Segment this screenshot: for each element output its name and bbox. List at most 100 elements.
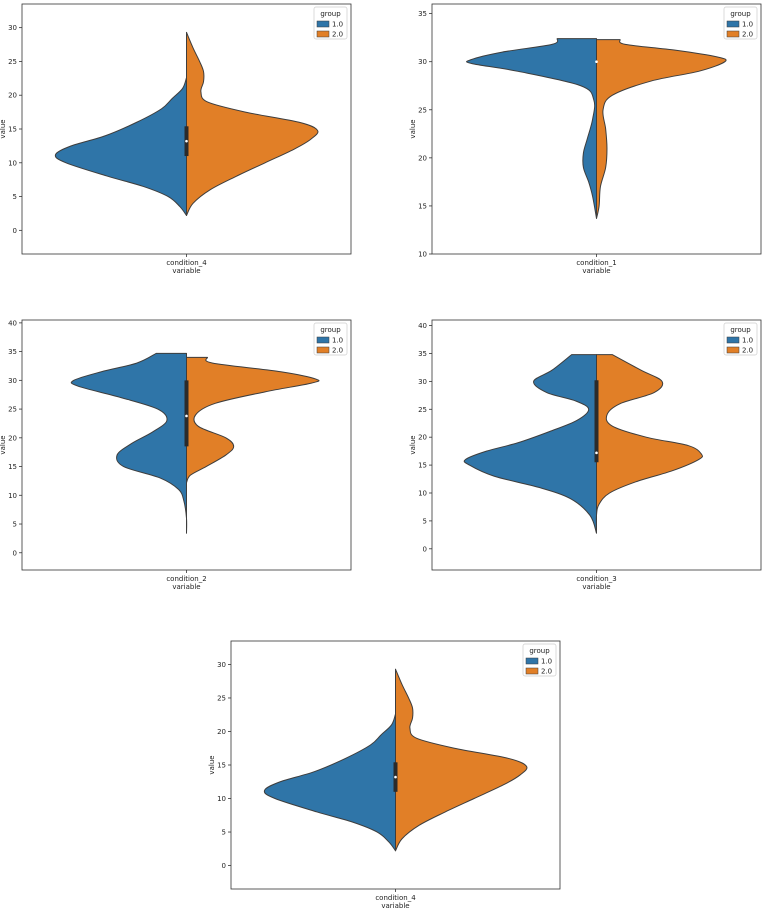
x-category-label: condition_4: [375, 894, 416, 902]
y-tick-label: 0: [13, 549, 17, 557]
violin-half-group-1.0: [70, 352, 188, 534]
y-tick-label: 15: [418, 462, 427, 470]
y-tick-label: 20: [8, 434, 17, 442]
y-tick-label: 30: [217, 661, 226, 669]
legend-title: group: [730, 326, 751, 334]
y-tick-label: 30: [8, 377, 17, 385]
median-marker: [394, 775, 397, 779]
y-tick-label: 15: [8, 463, 17, 471]
y-tick-label: 10: [418, 489, 427, 497]
x-axis-title: variable: [582, 267, 610, 275]
y-tick-label: 25: [418, 406, 427, 414]
y-tick-label: 0: [13, 227, 17, 235]
x-category-label: condition_4: [166, 259, 207, 267]
x-category-label: condition_3: [576, 575, 616, 583]
x-axis-title: variable: [381, 902, 409, 910]
y-tick-label: 0: [222, 862, 226, 870]
legend-entry-label: 1.0: [332, 21, 343, 29]
y-tick-label: 15: [418, 202, 427, 210]
legend: group 1.0 2.0: [723, 6, 758, 40]
legend-swatch-2.0: [316, 346, 330, 354]
y-tick-label: 30: [418, 58, 427, 66]
legend-swatch-2.0: [316, 30, 330, 38]
median-marker: [595, 60, 598, 63]
median-marker: [595, 451, 598, 455]
x-category-label: condition_1: [576, 259, 616, 267]
violin-half-group-1.0: [466, 38, 597, 219]
violin-half-group-1.0: [54, 77, 187, 216]
legend-title: group: [529, 647, 550, 655]
y-tick-label: 5: [222, 829, 226, 837]
legend-swatch-1.0: [316, 336, 330, 344]
y-tick-label: 15: [217, 762, 226, 770]
legend-entry-label: 2.0: [332, 31, 343, 39]
y-axis-title: value: [409, 119, 417, 138]
legend: group 1.0 2.0: [723, 322, 758, 356]
y-tick-label: 25: [8, 406, 17, 414]
legend-entry-label: 2.0: [742, 31, 753, 39]
legend-entry-label: 1.0: [742, 337, 753, 345]
y-tick-label: 30: [8, 24, 17, 32]
legend-swatch-1.0: [525, 657, 539, 665]
legend-title: group: [320, 10, 341, 18]
x-axis-title: variable: [172, 583, 200, 591]
y-tick-label: 40: [8, 319, 17, 327]
y-tick-label: 5: [13, 521, 17, 529]
legend-swatch-1.0: [316, 20, 330, 28]
violin-half-group-2.0: [596, 39, 727, 219]
y-tick-label: 25: [8, 58, 17, 66]
legend-entry-label: 1.0: [742, 21, 753, 29]
y-tick-label: 5: [423, 517, 427, 525]
y-tick-label: 15: [8, 126, 17, 134]
legend-entry-label: 1.0: [541, 658, 552, 666]
x-axis-title: variable: [172, 267, 200, 275]
legend-swatch-1.0: [726, 336, 740, 344]
x-axis-title: variable: [582, 583, 610, 591]
legend: group 1.0 2.0: [313, 322, 348, 356]
y-tick-label: 10: [8, 159, 17, 167]
y-tick-label: 10: [217, 795, 226, 803]
y-axis-title: value: [0, 119, 7, 138]
y-tick-label: 5: [13, 193, 17, 201]
x-category-label: condition_2: [166, 575, 206, 583]
violin-half-group-1.0: [263, 713, 396, 852]
violin-half-group-2.0: [395, 668, 528, 852]
y-tick-label: 10: [8, 492, 17, 500]
y-tick-label: 10: [418, 251, 427, 259]
legend-title: group: [730, 10, 751, 18]
legend-swatch-2.0: [726, 30, 740, 38]
median-marker: [185, 414, 188, 418]
legend-title: group: [320, 326, 341, 334]
violin-half-group-2.0: [595, 354, 704, 534]
y-tick-label: 25: [418, 106, 427, 114]
y-axis-title: value: [208, 755, 216, 774]
legend-entry-label: 2.0: [332, 347, 343, 355]
legend-swatch-1.0: [726, 20, 740, 28]
legend-entry-label: 2.0: [742, 347, 753, 355]
legend: group 1.0 2.0: [313, 6, 348, 40]
y-tick-label: 35: [8, 348, 17, 356]
y-axis-title: value: [0, 435, 7, 454]
y-tick-label: 35: [418, 350, 427, 358]
legend: group 1.0 2.0: [522, 643, 557, 677]
legend-swatch-2.0: [525, 667, 539, 675]
median-marker: [185, 139, 188, 143]
y-axis-title: value: [409, 435, 417, 454]
violin-half-group-1.0: [463, 354, 597, 534]
legend-entry-label: 1.0: [332, 337, 343, 345]
y-tick-label: 40: [418, 322, 427, 330]
legend-entry-label: 2.0: [541, 668, 552, 676]
y-tick-label: 25: [217, 694, 226, 702]
violin-half-group-2.0: [186, 31, 319, 216]
y-tick-label: 20: [8, 92, 17, 100]
legend-swatch-2.0: [726, 346, 740, 354]
y-tick-label: 20: [418, 434, 427, 442]
violin-half-group-2.0: [186, 356, 320, 484]
y-tick-label: 30: [418, 378, 427, 386]
